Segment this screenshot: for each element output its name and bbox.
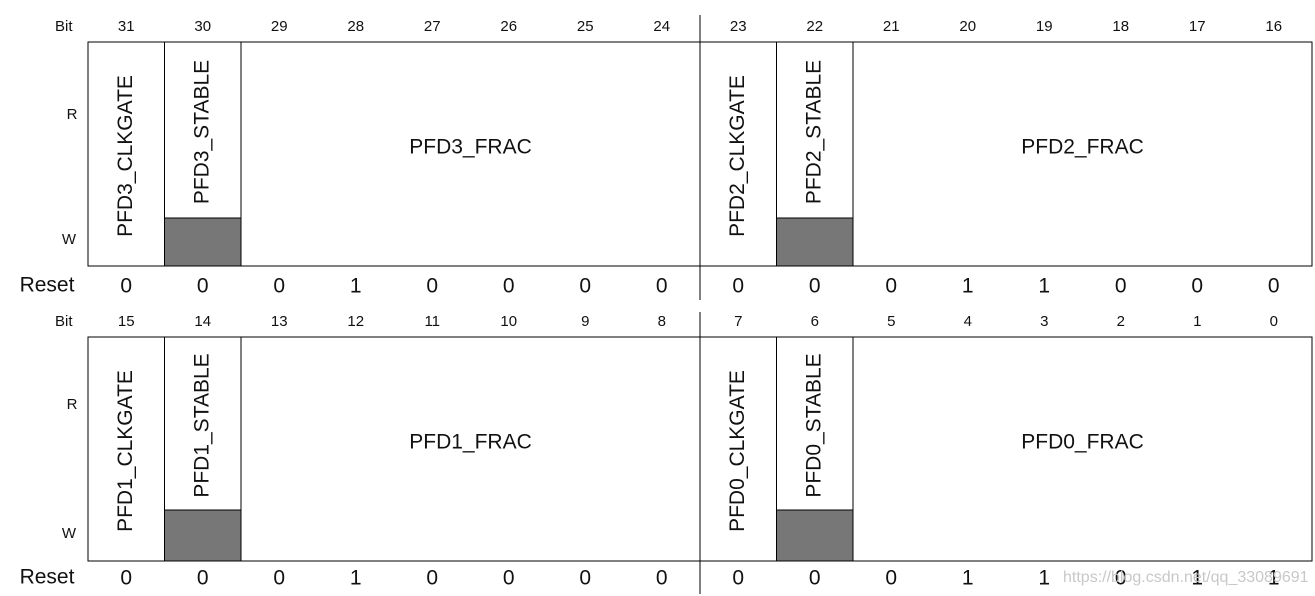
field-name: PFD2_STABLE <box>802 60 825 204</box>
reserved-write <box>164 509 242 562</box>
bit-number: 3 <box>1040 313 1048 330</box>
field-name: PFD1_FRAC <box>409 431 532 454</box>
bit-number: 20 <box>959 18 976 35</box>
field-name: PFD2_CLKGATE <box>726 75 749 237</box>
reset-value: 1 <box>350 275 362 298</box>
bit-number: 1 <box>1193 313 1201 330</box>
reset-value: 0 <box>809 275 821 298</box>
bit-number: 19 <box>1036 18 1053 35</box>
watermark: https://blog.csdn.net/qq_33089691 <box>1063 569 1309 586</box>
bit-number: 30 <box>194 18 211 35</box>
reset-value: 0 <box>120 275 132 298</box>
reset-value: 0 <box>426 567 438 590</box>
reset-value: 0 <box>197 567 209 590</box>
bit-number: 18 <box>1112 18 1129 35</box>
bit-number: 14 <box>194 313 211 330</box>
field-name: PFD1_CLKGATE <box>114 370 137 532</box>
read-label: R <box>67 396 78 413</box>
reset-value: 0 <box>197 275 209 298</box>
bit-number: 5 <box>887 313 895 330</box>
bit-number: 16 <box>1265 18 1282 35</box>
field-name: PFD3_CLKGATE <box>114 75 137 237</box>
bit-number: 27 <box>424 18 441 35</box>
reserved-write <box>776 217 854 267</box>
reset-value: 0 <box>120 567 132 590</box>
bit-number: 17 <box>1189 18 1206 35</box>
bit-number: 29 <box>271 18 288 35</box>
bit-label: Bit <box>55 18 73 35</box>
bit-number: 9 <box>581 313 589 330</box>
bit-number: 7 <box>734 313 742 330</box>
reset-value: 1 <box>962 567 974 590</box>
reset-value: 1 <box>1038 275 1050 298</box>
write-label: W <box>62 525 77 542</box>
reset-value: 0 <box>732 567 744 590</box>
reset-label: Reset <box>20 274 75 297</box>
field-name: PFD3_STABLE <box>190 60 213 204</box>
field-name: PFD0_STABLE <box>802 353 825 497</box>
field-name: PFD2_FRAC <box>1021 136 1144 159</box>
write-label: W <box>62 231 77 248</box>
reset-value: 0 <box>273 567 285 590</box>
bit-number: 0 <box>1270 313 1278 330</box>
field-name: PFD3_FRAC <box>409 136 532 159</box>
bit-number: 10 <box>500 313 517 330</box>
bit-number: 31 <box>118 18 135 35</box>
bit-number: 6 <box>811 313 819 330</box>
reset-value: 0 <box>885 567 897 590</box>
field-name: PFD0_FRAC <box>1021 431 1144 454</box>
bit-number: 15 <box>118 313 135 330</box>
bit-number: 11 <box>424 313 440 330</box>
bit-number: 22 <box>806 18 823 35</box>
reset-value: 0 <box>885 275 897 298</box>
bit-number: 26 <box>500 18 517 35</box>
reset-value: 1 <box>962 275 974 298</box>
bit-number: 25 <box>577 18 594 35</box>
reset-value: 0 <box>1115 567 1127 590</box>
reset-value: 0 <box>1115 275 1127 298</box>
reset-label: Reset <box>20 566 75 589</box>
reserved-write <box>776 509 854 562</box>
bit-number: 21 <box>883 18 900 35</box>
reset-value: 0 <box>809 567 821 590</box>
reset-value: 0 <box>273 275 285 298</box>
bit-number: 24 <box>653 18 670 35</box>
bit-number: 13 <box>271 313 288 330</box>
field-name: PFD0_CLKGATE <box>726 370 749 532</box>
reset-value: 1 <box>1191 567 1203 590</box>
reset-value: 0 <box>426 275 438 298</box>
bit-number: 12 <box>347 313 364 330</box>
read-label: R <box>67 106 78 123</box>
field-name: PFD1_STABLE <box>190 353 213 497</box>
reset-value: 0 <box>579 567 591 590</box>
bit-number: 28 <box>347 18 364 35</box>
bit-label: Bit <box>55 313 73 330</box>
reset-value: 0 <box>579 275 591 298</box>
bit-number: 2 <box>1117 313 1125 330</box>
reset-value: 1 <box>350 567 362 590</box>
reset-value: 1 <box>1038 567 1050 590</box>
reset-value: 0 <box>732 275 744 298</box>
reset-value: 0 <box>1191 275 1203 298</box>
reset-value: 1 <box>1268 567 1280 590</box>
reset-value: 0 <box>1268 275 1280 298</box>
bit-number: 23 <box>730 18 747 35</box>
reset-value: 0 <box>503 567 515 590</box>
bit-number: 8 <box>658 313 666 330</box>
reset-value: 0 <box>503 275 515 298</box>
reserved-write <box>164 217 242 267</box>
reset-value: 0 <box>656 275 668 298</box>
reset-value: 0 <box>656 567 668 590</box>
bit-number: 4 <box>964 313 972 330</box>
